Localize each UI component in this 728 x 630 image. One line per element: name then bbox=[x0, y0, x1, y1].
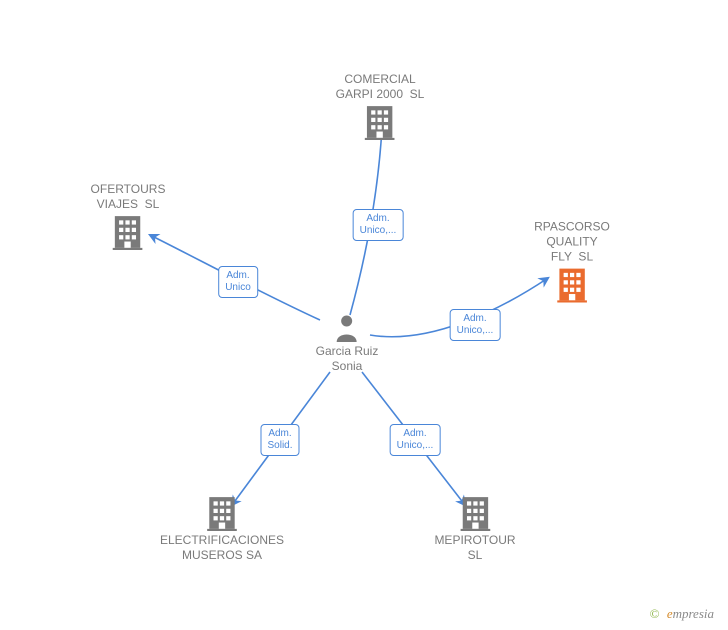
person-garcia-label: Garcia Ruiz Sonia bbox=[316, 344, 379, 374]
edge-company-comercial bbox=[350, 128, 382, 315]
company-mepirotour[interactable]: MEPIROTOUR SL bbox=[434, 495, 515, 565]
person-garcia[interactable]: Garcia Ruiz Sonia bbox=[316, 314, 379, 376]
edge-label-company-comercial: Adm. Unico,... bbox=[353, 209, 404, 241]
edge-label-company-ofertours: Adm. Unico bbox=[218, 266, 258, 298]
edge-label-company-mepirotour: Adm. Unico,... bbox=[390, 424, 441, 456]
brand-rest: mpresia bbox=[673, 606, 714, 621]
building-icon bbox=[91, 214, 166, 250]
company-electrificaciones-label: ELECTRIFICACIONES MUSEROS SA bbox=[160, 533, 284, 563]
edge-company-electrificaciones bbox=[232, 372, 330, 505]
diagram-canvas: Garcia Ruiz Sonia COMERCIAL GARPI 2000 SL… bbox=[0, 0, 728, 630]
edge-label-company-rpascorso: Adm. Unico,... bbox=[450, 309, 501, 341]
company-ofertours[interactable]: OFERTOURS VIAJES SL bbox=[91, 180, 166, 250]
edge-company-rpascorso bbox=[370, 278, 548, 337]
building-icon bbox=[534, 267, 610, 303]
company-comercial-label: COMERCIAL GARPI 2000 SL bbox=[336, 72, 425, 102]
building-icon bbox=[336, 104, 425, 140]
person-icon bbox=[316, 314, 379, 342]
company-ofertours-label: OFERTOURS VIAJES SL bbox=[91, 182, 166, 212]
building-icon bbox=[434, 495, 515, 531]
company-mepirotour-label: MEPIROTOUR SL bbox=[434, 533, 515, 563]
company-comercial[interactable]: COMERCIAL GARPI 2000 SL bbox=[336, 70, 425, 140]
edge-company-mepirotour bbox=[362, 372, 465, 505]
edge-company-ofertours bbox=[150, 235, 320, 320]
edge-label-company-electrificaciones: Adm. Solid. bbox=[260, 424, 299, 456]
company-electrificaciones[interactable]: ELECTRIFICACIONES MUSEROS SA bbox=[160, 495, 284, 565]
company-rpascorso[interactable]: RPASCORSO QUALITY FLY SL bbox=[534, 218, 610, 303]
building-icon bbox=[160, 495, 284, 531]
footer-attribution: © empresia bbox=[650, 606, 714, 622]
copyright-symbol: © bbox=[650, 606, 660, 621]
company-rpascorso-label: RPASCORSO QUALITY FLY SL bbox=[534, 220, 610, 265]
